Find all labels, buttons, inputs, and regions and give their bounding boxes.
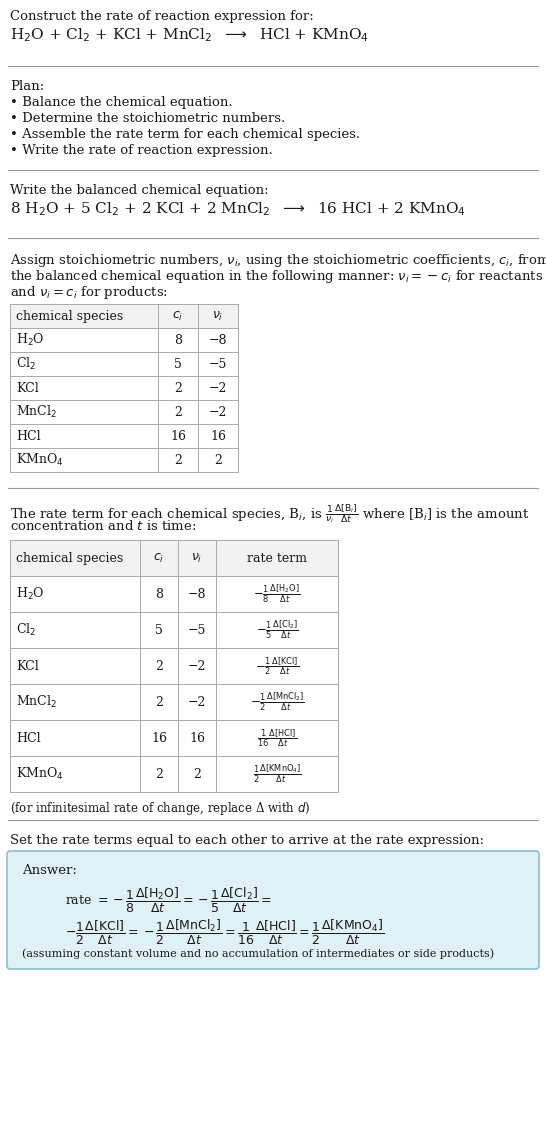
Text: and $\nu_i = c_i$ for products:: and $\nu_i = c_i$ for products: (10, 284, 168, 300)
Text: $\frac{1}{16}\frac{\Delta[\mathrm{HCl}]}{\Delta t}$: $\frac{1}{16}\frac{\Delta[\mathrm{HCl}]}… (257, 727, 297, 749)
Text: −2: −2 (209, 405, 227, 419)
Bar (10, 541, 338, 576)
Text: $\nu_i$: $\nu_i$ (191, 552, 203, 564)
Text: HCl: HCl (16, 732, 40, 744)
Text: Set the rate terms equal to each other to arrive at the rate expression:: Set the rate terms equal to each other t… (10, 834, 484, 847)
Text: KCl: KCl (16, 381, 39, 395)
Text: (for infinitesimal rate of change, replace Δ with $d$): (for infinitesimal rate of change, repla… (10, 800, 311, 817)
Text: • Write the rate of reaction expression.: • Write the rate of reaction expression. (10, 145, 273, 157)
Text: concentration and $t$ is time:: concentration and $t$ is time: (10, 519, 197, 533)
Text: The rate term for each chemical species, B$_i$, is $\frac{1}{\nu_i}\frac{\Delta[: The rate term for each chemical species,… (10, 502, 530, 525)
Text: $c_i$: $c_i$ (153, 552, 165, 564)
Text: 5: 5 (174, 357, 182, 371)
Text: • Assemble the rate term for each chemical species.: • Assemble the rate term for each chemic… (10, 127, 360, 141)
Text: 8: 8 (174, 333, 182, 346)
Text: $\frac{1}{2}\frac{\Delta[\mathrm{KMnO_4}]}{\Delta t}$: $\frac{1}{2}\frac{\Delta[\mathrm{KMnO_4}… (253, 762, 301, 785)
Text: −2: −2 (209, 381, 227, 395)
Text: (assuming constant volume and no accumulation of intermediates or side products): (assuming constant volume and no accumul… (22, 948, 494, 958)
Text: 2: 2 (155, 660, 163, 673)
Text: 2: 2 (214, 454, 222, 467)
Text: 16: 16 (189, 732, 205, 744)
Text: 5: 5 (155, 624, 163, 636)
Text: −8: −8 (209, 333, 227, 346)
Text: H$_2$O: H$_2$O (16, 332, 45, 348)
Text: $c_i$: $c_i$ (173, 310, 183, 322)
Text: −5: −5 (188, 624, 206, 636)
Text: 2: 2 (155, 695, 163, 709)
Text: $-\frac{1}{5}\frac{\Delta[\mathrm{Cl_2}]}{\Delta t}$: $-\frac{1}{5}\frac{\Delta[\mathrm{Cl_2}]… (256, 619, 298, 641)
Text: Cl$_2$: Cl$_2$ (16, 356, 36, 372)
Text: HCl: HCl (16, 429, 40, 443)
Text: $-\frac{1}{8}\frac{\Delta[\mathrm{H_2O}]}{\Delta t}$: $-\frac{1}{8}\frac{\Delta[\mathrm{H_2O}]… (253, 583, 301, 605)
Text: $\nu_i$: $\nu_i$ (212, 310, 224, 322)
Text: H$_2$O: H$_2$O (16, 586, 45, 602)
Text: 16: 16 (151, 732, 167, 744)
Text: KMnO$_4$: KMnO$_4$ (16, 452, 63, 468)
Text: 8 H$_2$O + 5 Cl$_2$ + 2 KCl + 2 MnCl$_2$  $\longrightarrow$  16 HCl + 2 KMnO$_4$: 8 H$_2$O + 5 Cl$_2$ + 2 KCl + 2 MnCl$_2$… (10, 200, 466, 217)
Text: $-\frac{1}{2}\frac{\Delta[\mathrm{MnCl_2}]}{\Delta t}$: $-\frac{1}{2}\frac{\Delta[\mathrm{MnCl_2… (250, 691, 305, 714)
Text: the balanced chemical equation in the following manner: $\nu_i = -c_i$ for react: the balanced chemical equation in the fo… (10, 269, 543, 284)
Text: 2: 2 (193, 767, 201, 781)
Text: −2: −2 (188, 660, 206, 673)
Text: Cl$_2$: Cl$_2$ (16, 622, 36, 638)
Text: Construct the rate of reaction expression for:: Construct the rate of reaction expressio… (10, 10, 314, 23)
Text: 8: 8 (155, 587, 163, 601)
Text: Assign stoichiometric numbers, $\nu_i$, using the stoichiometric coefficients, $: Assign stoichiometric numbers, $\nu_i$, … (10, 251, 546, 269)
Text: 2: 2 (174, 454, 182, 467)
Text: Plan:: Plan: (10, 80, 44, 93)
Text: −8: −8 (188, 587, 206, 601)
Text: 2: 2 (174, 405, 182, 419)
Text: KCl: KCl (16, 660, 39, 673)
Text: 2: 2 (174, 381, 182, 395)
Text: chemical species: chemical species (16, 552, 123, 564)
Text: $-\frac{1}{2}\frac{\Delta[\mathrm{KCl}]}{\Delta t}$: $-\frac{1}{2}\frac{\Delta[\mathrm{KCl}]}… (255, 655, 299, 677)
Text: 16: 16 (210, 429, 226, 443)
Bar (10, 304, 238, 328)
Text: chemical species: chemical species (16, 310, 123, 322)
Text: • Determine the stoichiometric numbers.: • Determine the stoichiometric numbers. (10, 112, 285, 125)
Text: Answer:: Answer: (22, 864, 77, 877)
Text: MnCl$_2$: MnCl$_2$ (16, 694, 57, 710)
Text: rate $= -\dfrac{1}{8}\dfrac{\Delta[\mathrm{H_2O}]}{\Delta t} = -\dfrac{1}{5}\dfr: rate $= -\dfrac{1}{8}\dfrac{\Delta[\math… (65, 887, 272, 915)
FancyBboxPatch shape (7, 851, 539, 968)
Text: $-\dfrac{1}{2}\dfrac{\Delta[\mathrm{KCl}]}{\Delta t} = -\dfrac{1}{2}\dfrac{\Delt: $-\dfrac{1}{2}\dfrac{\Delta[\mathrm{KCl}… (65, 918, 384, 947)
Text: 2: 2 (155, 767, 163, 781)
Text: • Balance the chemical equation.: • Balance the chemical equation. (10, 96, 233, 109)
Text: rate term: rate term (247, 552, 307, 564)
Text: −5: −5 (209, 357, 227, 371)
Text: KMnO$_4$: KMnO$_4$ (16, 766, 63, 782)
Text: H$_2$O + Cl$_2$ + KCl + MnCl$_2$  $\longrightarrow$  HCl + KMnO$_4$: H$_2$O + Cl$_2$ + KCl + MnCl$_2$ $\longr… (10, 26, 369, 43)
Text: 16: 16 (170, 429, 186, 443)
Text: MnCl$_2$: MnCl$_2$ (16, 404, 57, 420)
Text: −2: −2 (188, 695, 206, 709)
Text: Write the balanced chemical equation:: Write the balanced chemical equation: (10, 184, 269, 197)
